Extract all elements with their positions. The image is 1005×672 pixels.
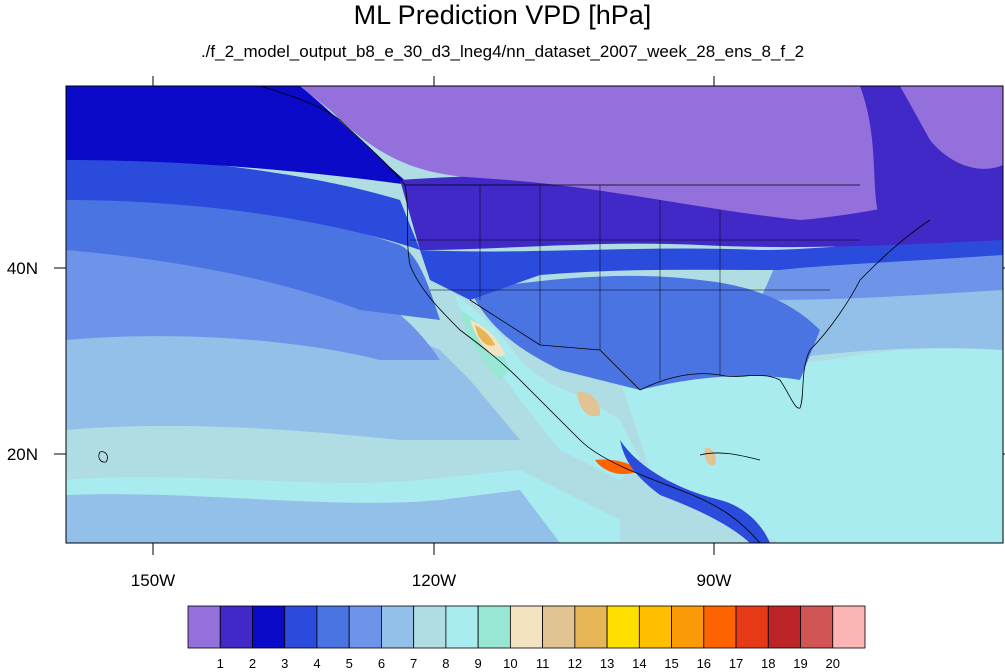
colorbar-swatch [381, 605, 415, 649]
colorbar-swatch [348, 605, 382, 649]
colorbar-label: 8 [442, 656, 449, 671]
pacific-coastline [259, 86, 761, 543]
field-level-1-greenland-sea [900, 86, 1003, 169]
colorbar-label: 10 [503, 656, 517, 671]
colorbar-swatch [284, 605, 318, 649]
colorbar-label: 13 [600, 656, 614, 671]
field-level-4-us-central [420, 235, 1003, 300]
colorbar-swatch [219, 605, 253, 649]
colorbar-swatch [542, 605, 576, 649]
field-level-13-sonora [475, 325, 495, 346]
field-level-1-canada [300, 86, 1003, 220]
field-level-12-central-mexico [577, 391, 601, 417]
field-level-17-southern-mexico [595, 459, 640, 475]
field-level-5-us-south [470, 275, 820, 390]
map-subtitle: ./f_2_model_output_b8_e_30_d3_lneg4/nn_d… [200, 42, 805, 61]
vpd-field [66, 86, 1003, 543]
field-level-12-hispaniola [704, 447, 716, 466]
colorbar-swatch [606, 605, 640, 649]
state-lines [479, 185, 721, 380]
colorbar-label: 7 [410, 656, 417, 671]
colorbar-swatch [832, 605, 866, 649]
state-lines-horizontal [410, 239, 860, 291]
colorbar-swatch [671, 605, 705, 649]
colorbar-label: 17 [729, 656, 743, 671]
field-level-9-mexico [455, 295, 640, 480]
colorbar-swatch [316, 605, 350, 649]
colorbar-label: 11 [536, 656, 550, 671]
colorbar-label: 12 [568, 656, 582, 671]
lon-label-150w: 150W [131, 571, 175, 590]
colorbar-label: 4 [313, 656, 320, 671]
lat-label-40n: 40N [7, 259, 38, 278]
colorbar-label: 15 [664, 656, 678, 671]
colorbar-label: 18 [761, 656, 775, 671]
caribbean-islands [699, 452, 761, 461]
hawaii-coastline [98, 451, 108, 463]
field-level-9-caribbean [620, 348, 1003, 543]
colorbar-swatch [252, 605, 286, 649]
colorbar-swatch [800, 605, 834, 649]
colorbar-label: 9 [475, 656, 482, 671]
map-title: ML Prediction VPD [hPa] [353, 0, 652, 30]
colorbar-label: 14 [632, 656, 646, 671]
colorbar-swatch [187, 605, 221, 649]
colorbar-label: 16 [697, 656, 711, 671]
colorbar-swatch [413, 605, 447, 649]
colorbar-swatch [574, 605, 608, 649]
colorbar-swatch [735, 605, 769, 649]
colorbar-label: 1 [217, 656, 224, 671]
colorbar-swatch [703, 605, 737, 649]
lat-label-20n: 20N [7, 445, 38, 464]
coastlines-and-borders [98, 86, 931, 543]
field-level-2-us-north [400, 175, 1003, 250]
colorbar-label: 2 [249, 656, 256, 671]
map-frame [65, 85, 1004, 544]
colorbar-label: 5 [346, 656, 353, 671]
axis-ticks [54, 76, 1005, 555]
lon-label-120w: 120W [412, 571, 456, 590]
colorbar-label: 19 [793, 656, 807, 671]
colorbar-label: 3 [281, 656, 288, 671]
colorbar-swatch [638, 605, 672, 649]
colorbar-swatch [445, 605, 479, 649]
field-level-7-atlantic [760, 280, 1003, 360]
colorbar-swatch [477, 605, 511, 649]
colorbar-swatch [767, 605, 801, 649]
colorbar: 1 2 3 4 5 6 7 8 9 10 11 12 13 14 15 16 17 18 19 20 [187, 605, 866, 671]
field-level-4-pacific [66, 150, 420, 250]
field-level-5-pacific [66, 190, 440, 320]
us-mexico-border [469, 299, 641, 391]
colorbar-label: 20 [826, 656, 840, 671]
field-level-7-south [66, 490, 560, 543]
colorbar-label: 6 [378, 656, 385, 671]
field-level-3-gulf-of-alaska [66, 86, 410, 185]
colorbar-swatch [509, 605, 544, 649]
lon-label-90w: 90W [697, 571, 732, 590]
